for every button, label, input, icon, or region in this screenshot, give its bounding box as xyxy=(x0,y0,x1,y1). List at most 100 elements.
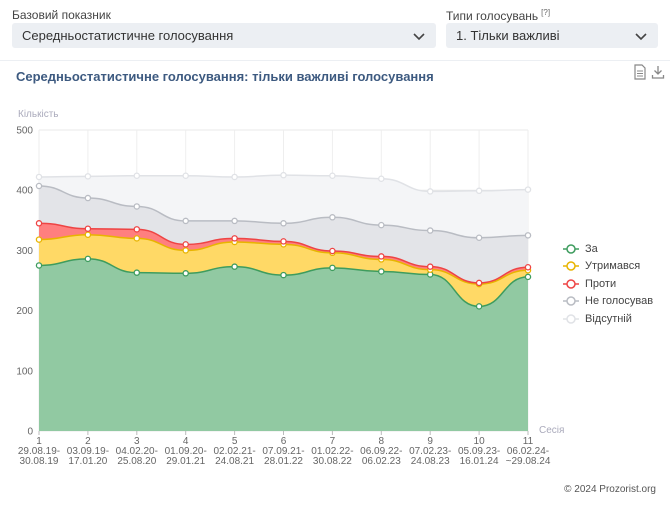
document-icon[interactable] xyxy=(633,64,647,80)
download-icon[interactable] xyxy=(651,64,665,80)
legend-item[interactable]: Відсутній xyxy=(562,310,653,328)
chevron-down-icon xyxy=(413,32,425,40)
series-2-area xyxy=(39,223,528,285)
base-indicator-select[interactable]: Середньостатистичне голосування xyxy=(12,23,436,48)
legend-label: За xyxy=(585,242,598,255)
x-tick-label: 28.01.22 xyxy=(264,456,303,467)
y-tick-label: 200 xyxy=(16,306,33,317)
series-3-point[interactable] xyxy=(426,227,434,234)
series-0-point[interactable] xyxy=(84,255,92,263)
series-2-point[interactable] xyxy=(35,220,43,227)
series-4-area xyxy=(39,175,528,238)
y-tick-label: 100 xyxy=(16,366,33,377)
series-0-point[interactable] xyxy=(475,303,483,310)
series-2-point[interactable] xyxy=(378,253,385,260)
series-3-point[interactable] xyxy=(378,221,385,229)
x-tick-label: 03.09.19- xyxy=(67,446,109,457)
series-4-point[interactable] xyxy=(280,171,287,179)
series-2-point[interactable] xyxy=(182,241,189,248)
vote-types-select[interactable]: 1. Тільки важливі xyxy=(446,23,658,48)
x-tick-label: 11 xyxy=(523,436,534,447)
legend-label: Не голосував xyxy=(585,295,654,308)
series-2-point[interactable] xyxy=(84,225,92,232)
x-tick-label: 07.02.23- xyxy=(409,446,451,457)
x-tick-label: 06.09.22- xyxy=(360,446,402,457)
copyright: © 2024 Prozorist.org xyxy=(564,484,656,495)
series-0-point[interactable] xyxy=(133,269,141,276)
series-1-point[interactable] xyxy=(133,235,141,242)
chart-area: 0 100 200 300 400 500 129.08.19-30.08.19 203.0… xyxy=(16,109,564,467)
series-2-point[interactable] xyxy=(475,279,483,287)
vote-types-label: Типи голосувань [?] xyxy=(446,8,550,23)
series-3-point[interactable] xyxy=(182,217,189,225)
series-3-point[interactable] xyxy=(35,182,43,190)
x-tick-label: 1 xyxy=(36,436,42,447)
series-0-area xyxy=(39,258,528,431)
series-0-point[interactable] xyxy=(35,262,43,269)
divider xyxy=(0,60,670,61)
series-4-point[interactable] xyxy=(329,172,336,180)
x-tick-label: 25.08.20 xyxy=(117,456,156,467)
series-3-point[interactable] xyxy=(84,194,92,202)
x-tick-label: 30.08.19 xyxy=(20,456,59,467)
x-tick-label: 16.01.24 xyxy=(460,456,499,467)
legend: За Утримався Проти Не голосував Відсутній xyxy=(562,240,653,328)
series-3-point[interactable] xyxy=(280,220,287,227)
series-2-point[interactable] xyxy=(524,264,532,271)
x-tick-label: 30.08.22 xyxy=(313,456,352,467)
series-4-point[interactable] xyxy=(133,172,141,180)
x-tick-label: 01.02.22- xyxy=(311,446,353,457)
series-2-point[interactable] xyxy=(133,226,141,233)
series-4-point[interactable] xyxy=(84,173,92,180)
series-3-point[interactable] xyxy=(524,232,532,239)
x-tick-label: 10 xyxy=(474,436,486,447)
series-3-area xyxy=(39,185,528,283)
series-2-point[interactable] xyxy=(280,238,287,245)
series-0-point[interactable] xyxy=(524,273,532,281)
series-4-point[interactable] xyxy=(524,186,532,193)
series-1-point[interactable] xyxy=(35,236,43,243)
x-tick-label: 06.02.24- xyxy=(507,446,549,457)
series-4-point[interactable] xyxy=(426,188,434,195)
series-2-point[interactable] xyxy=(426,263,434,270)
base-indicator-label: Базовий показник xyxy=(12,8,111,22)
vote-types-hint[interactable]: [?] xyxy=(541,8,551,17)
series-0-point[interactable] xyxy=(329,264,336,272)
series-4-point[interactable] xyxy=(231,173,238,181)
series-1-point[interactable] xyxy=(182,247,189,254)
x-tick-label: 8 xyxy=(379,436,385,447)
series-0-point[interactable] xyxy=(182,270,189,277)
series-0-point[interactable] xyxy=(378,268,385,275)
series-3-point[interactable] xyxy=(475,234,483,242)
x-tick-label: 5 xyxy=(232,436,238,447)
series-2-point[interactable] xyxy=(231,235,238,242)
x-tick-label: 29.08.19- xyxy=(18,446,60,457)
chevron-down-icon xyxy=(635,32,647,40)
series-4-point[interactable] xyxy=(182,172,189,180)
legend-item[interactable]: Не голосував xyxy=(562,293,653,311)
x-tick-label: ~29.08.24 xyxy=(506,456,551,467)
series-3-point[interactable] xyxy=(133,203,141,210)
x-tick-label: 24.08.23 xyxy=(411,456,450,467)
series-4-point[interactable] xyxy=(378,175,385,183)
y-axis-title: Кількість xyxy=(18,109,58,120)
series-1-point[interactable] xyxy=(84,231,92,238)
legend-item[interactable]: Утримався xyxy=(562,258,653,276)
series-4-point[interactable] xyxy=(475,187,483,195)
x-tick-label: 01.09.20- xyxy=(165,446,207,457)
legend-item[interactable]: За xyxy=(562,240,653,258)
vote-types-value: 1. Тільки важливі xyxy=(456,28,560,43)
series-3-point[interactable] xyxy=(329,214,336,221)
series-2-point[interactable] xyxy=(329,247,336,255)
legend-item[interactable]: Проти xyxy=(562,275,653,293)
y-tick-label: 0 xyxy=(27,427,33,438)
x-tick-label: 02.02.21- xyxy=(213,446,255,457)
x-tick-label: 24.08.21 xyxy=(215,456,254,467)
y-tick-label: 300 xyxy=(16,246,33,257)
x-tick-label: 29.01.21 xyxy=(166,456,205,467)
x-tick-label: 05.09.23- xyxy=(458,446,500,457)
series-3-point[interactable] xyxy=(231,217,238,225)
series-0-point[interactable] xyxy=(280,271,287,279)
series-0-point[interactable] xyxy=(231,263,238,270)
series-4-point[interactable] xyxy=(35,173,43,181)
